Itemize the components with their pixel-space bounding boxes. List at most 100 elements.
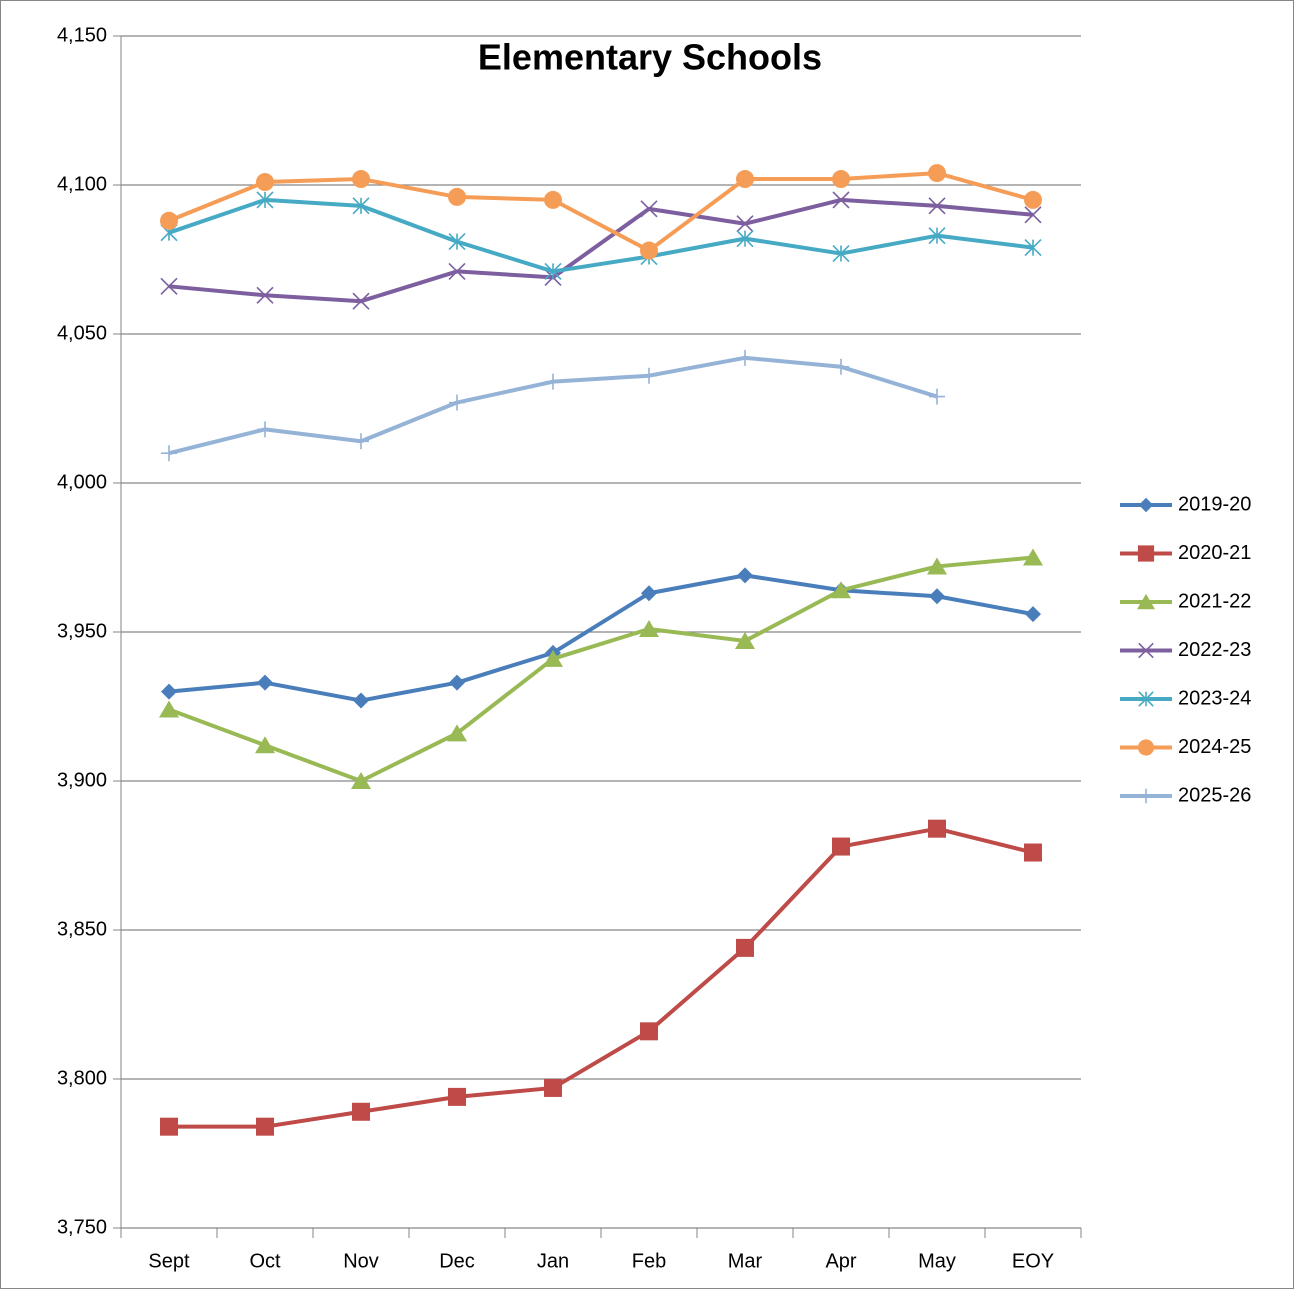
marker <box>257 674 273 691</box>
marker <box>353 692 369 709</box>
x-tick-label: May <box>918 1250 956 1272</box>
series-line <box>168 197 1034 274</box>
marker <box>256 286 274 304</box>
marker <box>1023 548 1043 566</box>
marker <box>928 227 946 245</box>
marker <box>160 1117 178 1136</box>
marker <box>1138 691 1154 707</box>
marker <box>1137 545 1155 562</box>
y-tick-label: 3,750 <box>57 1216 107 1238</box>
marker <box>544 262 562 280</box>
marker <box>736 938 754 957</box>
marker <box>448 233 466 251</box>
marker <box>449 394 465 411</box>
marker <box>161 683 177 700</box>
marker <box>928 819 946 838</box>
marker <box>1025 606 1041 623</box>
y-tick-label: 3,800 <box>57 1067 107 1089</box>
marker <box>1138 642 1154 659</box>
marker <box>929 388 945 405</box>
y-tick-label: 4,050 <box>57 322 107 344</box>
marker <box>928 164 946 183</box>
marker <box>832 191 850 209</box>
marker <box>639 620 659 638</box>
marker <box>1024 190 1042 209</box>
x-tick-label: Mar <box>728 1250 763 1272</box>
marker <box>543 649 563 667</box>
marker <box>1138 788 1154 804</box>
marker <box>160 211 178 230</box>
marker <box>257 421 273 438</box>
marker <box>449 674 465 691</box>
series-line <box>168 573 1034 703</box>
marker <box>928 197 946 215</box>
marker <box>352 170 370 189</box>
marker <box>641 585 657 602</box>
y-tick-label: 3,900 <box>57 769 107 791</box>
marker <box>447 724 467 742</box>
marker <box>448 262 466 280</box>
marker <box>160 277 178 295</box>
legend-label: 2025-26 <box>1178 784 1251 806</box>
y-tick-label: 3,850 <box>57 918 107 940</box>
marker <box>161 445 177 462</box>
x-tick-label: Sept <box>148 1250 190 1272</box>
marker <box>640 1022 658 1041</box>
legend-label: 2022-23 <box>1178 639 1251 661</box>
marker <box>831 581 851 599</box>
marker <box>256 173 274 192</box>
marker <box>1137 593 1155 610</box>
marker <box>256 191 274 209</box>
marker <box>736 170 754 189</box>
x-tick-label: Nov <box>343 1250 379 1272</box>
marker <box>736 215 754 233</box>
marker <box>1024 206 1042 224</box>
marker <box>737 349 753 366</box>
x-tick-label: Dec <box>439 1250 475 1272</box>
legend-label: 2024-25 <box>1178 736 1251 758</box>
marker <box>736 230 754 248</box>
legend-label: 2020-21 <box>1178 542 1251 564</box>
marker <box>353 433 369 450</box>
marker <box>159 700 179 718</box>
x-tick-label: EOY <box>1012 1250 1054 1272</box>
marker <box>352 292 370 310</box>
marker <box>1137 739 1155 756</box>
series-line <box>169 826 1034 1129</box>
marker <box>641 367 657 384</box>
marker <box>735 631 755 649</box>
legend-label: 2019-20 <box>1178 493 1251 515</box>
marker <box>545 373 561 390</box>
marker <box>352 197 370 215</box>
x-tick-label: Jan <box>537 1250 569 1272</box>
marker <box>927 557 947 575</box>
chart-title: Elementary Schools <box>478 37 822 78</box>
marker <box>832 837 850 856</box>
marker <box>544 190 562 209</box>
marker <box>1024 239 1042 257</box>
marker <box>544 1078 562 1097</box>
series-line <box>168 555 1034 783</box>
marker <box>832 170 850 189</box>
series-line <box>168 171 1034 253</box>
series-line <box>168 197 1034 304</box>
legend-label: 2023-24 <box>1178 687 1251 709</box>
marker <box>833 358 849 375</box>
marker <box>1024 843 1042 862</box>
y-tick-label: 4,100 <box>57 173 107 195</box>
marker <box>255 736 275 754</box>
y-tick-label: 4,150 <box>57 24 107 46</box>
marker <box>256 1117 274 1136</box>
marker <box>448 1087 466 1106</box>
marker <box>448 187 466 206</box>
marker <box>640 241 658 260</box>
marker <box>1138 497 1154 513</box>
x-tick-label: Feb <box>632 1250 666 1272</box>
marker <box>929 588 945 605</box>
x-tick-label: Oct <box>249 1250 281 1272</box>
marker <box>640 200 658 218</box>
marker <box>352 1102 370 1121</box>
